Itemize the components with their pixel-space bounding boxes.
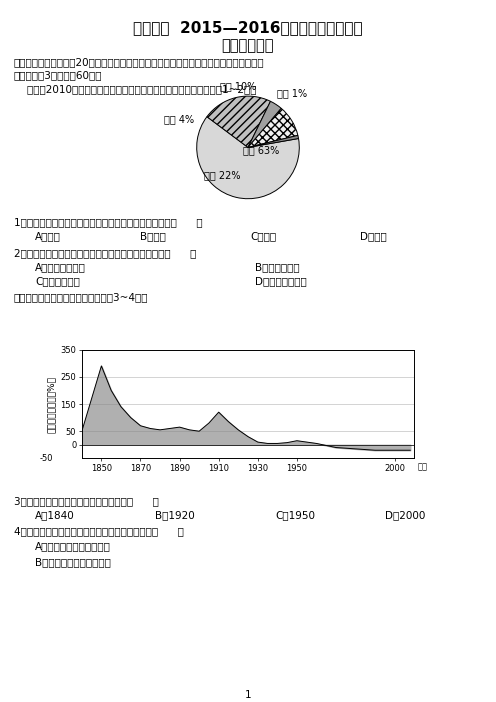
Text: 云南 22%: 云南 22%	[204, 171, 241, 180]
Wedge shape	[207, 96, 270, 147]
Text: B．气候: B．气候	[140, 231, 166, 241]
Text: D．土壤: D．土壤	[360, 231, 387, 241]
Text: 1．影响甘蔗集中分布在南方省区的自然区位因素主要是（      ）: 1．影响甘蔗集中分布在南方省区的自然区位因素主要是（ ）	[14, 217, 203, 227]
Wedge shape	[197, 117, 299, 199]
Text: A．1840: A．1840	[35, 510, 75, 520]
Text: 的，每小题3分，共计60分）: 的，每小题3分，共计60分）	[14, 70, 103, 80]
Text: 广东 4%: 广东 4%	[164, 114, 194, 124]
Text: B．1920: B．1920	[155, 510, 195, 520]
Text: 下图为2010年我国甘蔗播种面积省区所占比重示意图。读图，完成1~2题。: 下图为2010年我国甘蔗播种面积省区所占比重示意图。读图，完成1~2题。	[14, 84, 256, 94]
Text: A．市场距离更近: A．市场距离更近	[35, 262, 86, 272]
Text: 一、选择题（本大题共20小题，在每小题给出的四个选项中，只有一项是最符合题目要求: 一、选择题（本大题共20小题，在每小题给出的四个选项中，只有一项是最符合题目要求	[14, 57, 265, 67]
Text: 3．下列年份中，该市人口数量最多的是（      ）: 3．下列年份中，该市人口数量最多的是（ ）	[14, 496, 159, 506]
Wedge shape	[248, 101, 281, 147]
Text: 2．与广东相比，海南甘蔗播种面积较大的主要原因是（      ）: 2．与广东相比，海南甘蔗播种面积较大的主要原因是（ ）	[14, 248, 196, 258]
Text: 4．关于该市人口数量变化原因的叙述，正确的是（      ）: 4．关于该市人口数量变化原因的叙述，正确的是（ ）	[14, 526, 184, 536]
Text: 其他 1%: 其他 1%	[277, 88, 307, 98]
Text: 广西 63%: 广西 63%	[243, 145, 279, 155]
Text: 海南 10%: 海南 10%	[220, 81, 256, 91]
Text: D．2000: D．2000	[385, 510, 426, 520]
Text: 高一地理试卷: 高一地理试卷	[222, 38, 274, 53]
Wedge shape	[248, 135, 299, 147]
Text: C．地形: C．地形	[250, 231, 276, 241]
Text: A．该市人口总数持续增加: A．该市人口总数持续增加	[35, 541, 111, 551]
Text: D．生产成本更低: D．生产成本更低	[255, 276, 307, 286]
Text: 年份: 年份	[418, 463, 428, 472]
Text: -50: -50	[40, 454, 54, 463]
Text: 临川一中  2015—2016学年下学期期中考试: 临川一中 2015—2016学年下学期期中考试	[133, 20, 363, 35]
Text: C．技术更先进: C．技术更先进	[35, 276, 80, 286]
Text: A．水源: A．水源	[35, 231, 61, 241]
Text: C．1950: C．1950	[275, 510, 315, 520]
Text: 读某国某城市人口数量变化图，回答3~4题。: 读某国某城市人口数量变化图，回答3~4题。	[14, 292, 148, 302]
Wedge shape	[248, 108, 298, 147]
Text: B．该市人口总数持续减少: B．该市人口总数持续减少	[35, 557, 111, 567]
Y-axis label: 人口数量增长率（%）: 人口数量增长率（%）	[47, 376, 56, 432]
Text: 1: 1	[245, 690, 251, 700]
Text: B．交通更便捷: B．交通更便捷	[255, 262, 300, 272]
